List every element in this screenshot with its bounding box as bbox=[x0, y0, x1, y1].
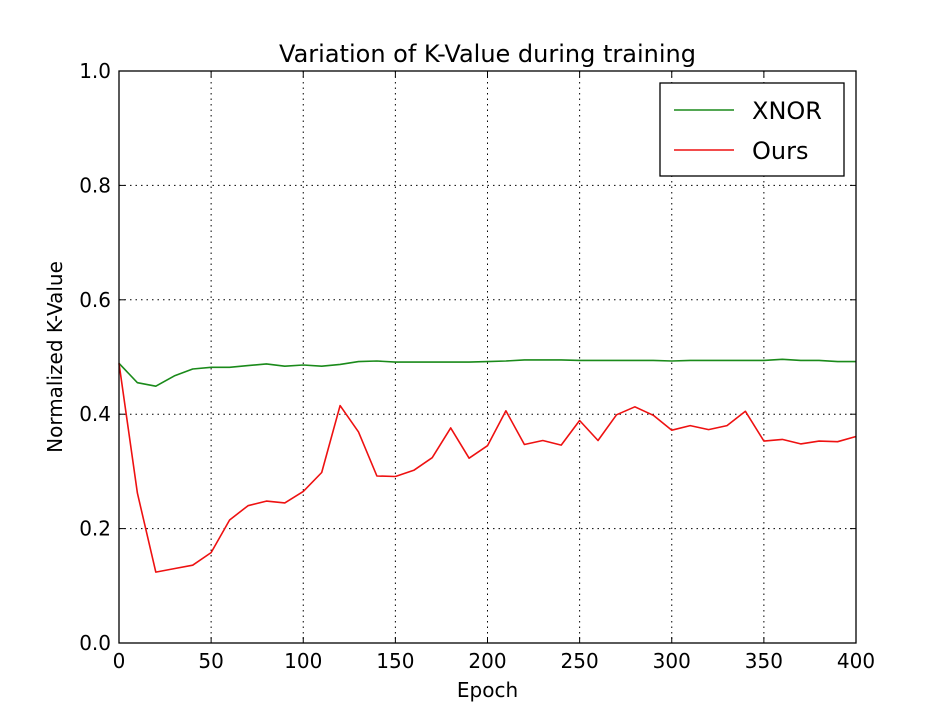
y-tick-label: 0.8 bbox=[79, 173, 111, 197]
x-tick-label: 400 bbox=[837, 649, 875, 673]
y-axis-title: Normalized K-Value bbox=[43, 261, 67, 453]
x-tick-label: 0 bbox=[113, 649, 126, 673]
series-line-xnor bbox=[118, 358, 856, 388]
series-line-ours bbox=[118, 363, 857, 573]
y-tick-label: 1.0 bbox=[79, 59, 111, 83]
x-tick-label: 300 bbox=[653, 649, 691, 673]
y-tick-label: 0.6 bbox=[79, 288, 111, 312]
x-tick-label: 350 bbox=[745, 649, 783, 673]
x-tick-label: 50 bbox=[198, 649, 223, 673]
series-layer bbox=[118, 358, 857, 573]
y-tick-label: 0.2 bbox=[79, 517, 111, 541]
chart-title: Variation of K-Value during training bbox=[279, 40, 696, 68]
legend-label-xnor: XNOR bbox=[752, 97, 822, 125]
y-tick-label: 0.0 bbox=[79, 631, 111, 655]
legend-box bbox=[659, 82, 845, 177]
x-tick-label: 150 bbox=[376, 649, 414, 673]
x-axis-title: Epoch bbox=[457, 678, 518, 702]
tick-layer: 0 50 100 150 200 250 300 350 400 0.0 0.2 0.4 0.6 0.8 1… bbox=[79, 59, 875, 673]
x-tick-label: 200 bbox=[468, 649, 506, 673]
x-tick-label: 100 bbox=[284, 649, 322, 673]
x-tick-label: 250 bbox=[561, 649, 599, 673]
legend-label-ours: Ours bbox=[752, 137, 808, 165]
y-tick-label: 0.4 bbox=[79, 402, 111, 426]
grid-layer bbox=[119, 71, 856, 643]
legend: XNOR Ours bbox=[659, 82, 845, 177]
